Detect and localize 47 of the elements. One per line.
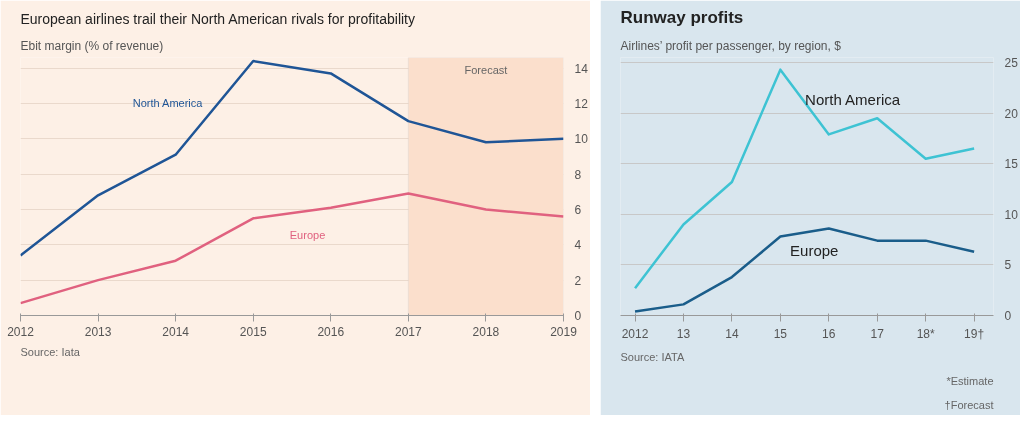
x-tick-label: 15 [773,326,788,341]
source-note: Source: IATA [620,350,685,363]
x-tick-label: 2017 [395,324,423,339]
chart-subtitle: Airlines’ profit per passenger, by region, $ [620,38,842,53]
series-label: Europe [790,241,839,259]
text: †Forecast [944,398,994,411]
x-tick-label: 2013 [84,324,112,339]
y-tick-label: 8 [574,167,582,182]
x-tick-label: 16 [822,326,836,341]
line-series [633,68,976,290]
series-label: Europe [289,228,326,241]
chart-title: European airlines trail their North American rivals for profitability [20,10,415,27]
band-label: Forecast [464,63,508,76]
x-tick-label: 2015 [239,324,267,339]
x-tick-label: 2018 [472,324,500,339]
y-tick-label: 0 [574,309,582,323]
series-label: North America [805,91,901,109]
line-series [20,192,564,305]
x-tick-label: 13 [676,326,691,341]
y-tick-label: 4 [574,238,582,253]
line-series [633,227,976,313]
x-tick-label: 2012 [7,324,35,339]
y-tick-label: 10 [1004,207,1019,222]
x-tick-label: 17 [870,326,885,341]
text: *Estimate [946,374,994,387]
chart-title: Runway profits [620,7,744,27]
y-tick-label: 15 [1004,157,1019,172]
x-tick-label: 14 [725,326,739,341]
y-tick-label: 14 [574,61,589,76]
source-note: Source: Iata [20,345,81,358]
x-tick-label: 18* [916,326,936,341]
x-tick-label: 2012 [621,326,649,341]
y-tick-label: 0 [1004,309,1012,323]
y-tick-label: 2 [574,273,582,288]
y-tick-label: 6 [574,202,582,217]
y-tick-label: 10 [574,132,589,147]
y-tick-label: 5 [1004,258,1012,273]
y-tick-label: 25 [1004,56,1019,71]
y-tick-label: 20 [1004,106,1019,121]
series-label: North America [132,96,204,109]
line-series [20,59,564,257]
x-tick-label: 2016 [317,324,345,339]
x-tick-label: 2019 [550,324,578,339]
x-tick-label: 2014 [162,324,190,339]
x-tick-label: 19† [964,326,985,341]
chart-subtitle: Ebit margin (% of revenue) [20,38,164,53]
y-tick-label: 12 [574,96,589,111]
